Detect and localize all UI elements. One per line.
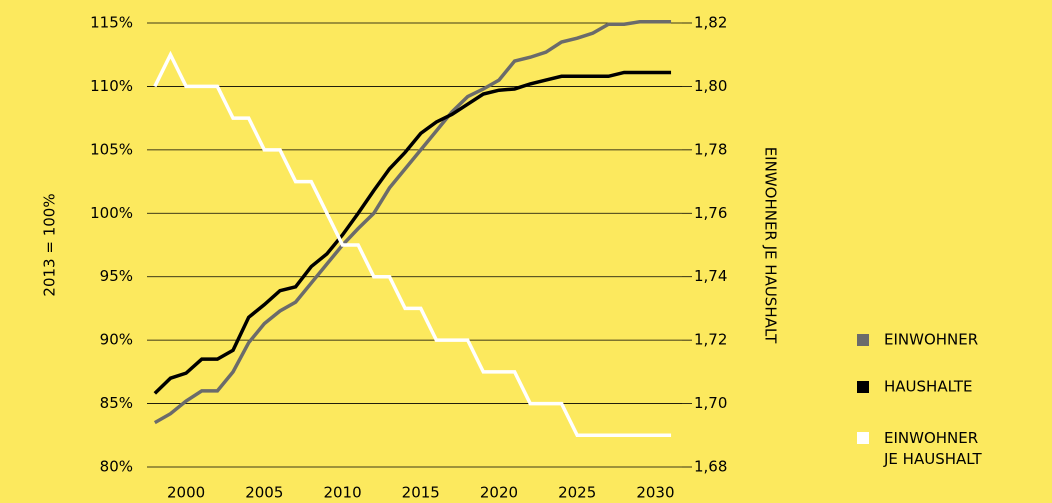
- legend-swatch: [857, 381, 869, 393]
- y2-tick-label: 1,76: [694, 204, 727, 222]
- x-tick-label: 2015: [402, 484, 440, 502]
- series-line: [153, 50, 672, 438]
- legend-swatch: [857, 432, 869, 444]
- series-line: [153, 19, 672, 425]
- x-tick-label: 2000: [167, 484, 205, 502]
- x-tick-label: 2005: [245, 484, 283, 502]
- y-tick-label: 95%: [100, 267, 133, 285]
- legend-label: HAUSHALTE: [884, 378, 973, 396]
- y-tick-label: 80%: [100, 458, 133, 476]
- y2-tick-label: 1,80: [694, 77, 727, 95]
- x-tick-label: 2025: [558, 484, 596, 502]
- legend-label: EINWOHNER: [884, 331, 978, 349]
- y2-tick-label: 1,68: [694, 458, 727, 476]
- y-tick-label: 110%: [90, 77, 133, 95]
- x-tick-label: 2020: [480, 484, 518, 502]
- legend-label: EINWOHNER JE HAUSHALT: [883, 429, 983, 468]
- y-tick-label: 100%: [90, 204, 133, 222]
- y2-axis-label: EINWOHNER JE HAUSHALT: [762, 147, 780, 344]
- y2-tick-label: 1,78: [694, 140, 727, 158]
- y2-tick-label: 1,72: [694, 331, 727, 349]
- y-tick-label: 105%: [90, 140, 133, 158]
- y-tick-label: 115%: [90, 14, 133, 32]
- series-line: [153, 70, 672, 395]
- legend-swatch: [857, 334, 869, 346]
- y-axis-label: 2013 = 100%: [41, 193, 59, 296]
- x-tick-label: 2010: [323, 484, 361, 502]
- y-tick-label: 85%: [100, 394, 133, 412]
- y2-tick-label: 1,82: [694, 14, 727, 32]
- y-tick-label: 90%: [100, 331, 133, 349]
- y2-tick-label: 1,70: [694, 394, 727, 412]
- x-tick-label: 2030: [636, 484, 674, 502]
- y2-tick-label: 1,74: [694, 267, 727, 285]
